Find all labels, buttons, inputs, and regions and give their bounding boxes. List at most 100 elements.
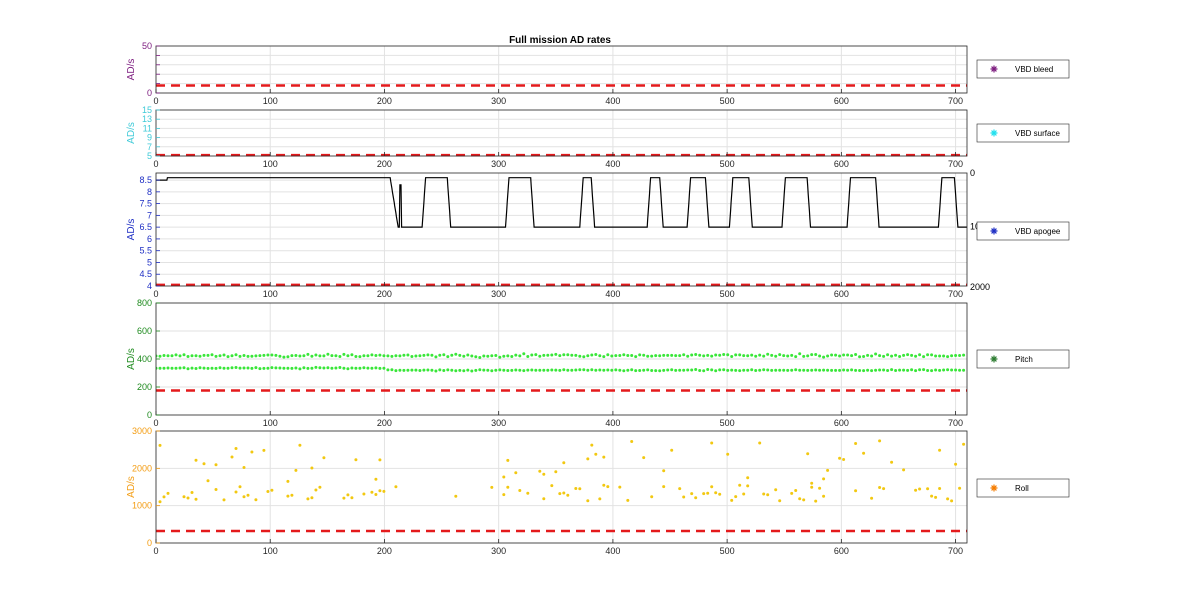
y-tick-label: 4.5 xyxy=(139,269,152,279)
roll-point xyxy=(194,458,198,462)
pitch-point xyxy=(270,366,274,370)
pitch-point xyxy=(662,353,666,357)
roll-point xyxy=(490,485,494,489)
pitch-point xyxy=(386,368,390,372)
roll-point xyxy=(950,499,954,503)
pitch-point xyxy=(898,355,902,358)
roll-point xyxy=(774,488,778,492)
pitch-point xyxy=(250,354,254,358)
pitch-point xyxy=(602,355,606,359)
pitch-point xyxy=(838,354,842,358)
pitch-point xyxy=(878,354,882,358)
roll-point xyxy=(798,497,802,501)
pitch-point xyxy=(310,354,314,358)
x-tick-label: 400 xyxy=(605,289,620,299)
roll-point xyxy=(214,463,218,467)
roll-point xyxy=(766,493,770,497)
pitch-point xyxy=(574,353,578,357)
pitch-point xyxy=(330,366,334,370)
pitch-point xyxy=(870,354,874,358)
pitch-point xyxy=(334,354,338,358)
pitch-point xyxy=(822,368,826,372)
pitch-point xyxy=(330,354,334,358)
pitch-point xyxy=(790,368,794,372)
pitch-point xyxy=(618,368,622,372)
pitch-point xyxy=(406,368,410,372)
pitch-point xyxy=(834,368,838,372)
pitch-point xyxy=(214,354,218,358)
pitch-point xyxy=(494,354,498,357)
pitch-point xyxy=(798,352,802,356)
pitch-point xyxy=(430,368,434,372)
pitch-point xyxy=(730,355,734,358)
pitch-point xyxy=(718,353,722,357)
pitch-y-axis-label: AD/s xyxy=(126,348,137,370)
x-tick-label: 0 xyxy=(153,546,158,556)
pitch-point xyxy=(698,353,702,357)
panel-roll: 0 100 200 300 400 500 600 700 0 1000 2000 3000 AD/s R… xyxy=(126,426,1070,556)
pitch-point xyxy=(942,368,946,372)
pitch-point xyxy=(746,368,750,372)
roll-point xyxy=(862,451,866,455)
roll-point xyxy=(642,456,646,460)
pitch-point xyxy=(726,368,730,372)
roll-point xyxy=(502,493,506,497)
y-tick-label: 2000 xyxy=(132,463,152,473)
pitch-point xyxy=(802,368,806,372)
roll-point xyxy=(158,500,162,504)
legend-label: VBD apogee xyxy=(1015,227,1061,236)
roll-point xyxy=(166,491,170,495)
pitch-point xyxy=(178,354,182,358)
pitch-point xyxy=(666,353,670,357)
pitch-point xyxy=(254,354,258,358)
pitch-point xyxy=(874,352,878,356)
pitch-point xyxy=(438,353,442,357)
pitch-point xyxy=(894,353,898,357)
roll-point xyxy=(878,486,882,489)
roll-point xyxy=(506,485,510,489)
pitch-point xyxy=(734,353,738,357)
pitch-point xyxy=(186,355,190,358)
roll-point xyxy=(254,498,258,502)
pitch-point xyxy=(466,353,470,357)
pitch-point xyxy=(890,354,894,358)
pitch-point xyxy=(166,354,170,358)
roll-point xyxy=(602,483,606,487)
pitch-point xyxy=(418,369,422,372)
pitch-point xyxy=(502,368,506,372)
roll-point xyxy=(502,475,506,479)
pitch-point xyxy=(218,366,222,370)
legend-label: Roll xyxy=(1015,484,1029,493)
pitch-point xyxy=(642,368,646,372)
pitch-point xyxy=(534,368,538,372)
roll-point xyxy=(214,488,218,491)
roll-point xyxy=(822,494,826,498)
pitch-point xyxy=(570,368,574,372)
pitch-point xyxy=(230,354,234,358)
roll-point xyxy=(354,458,358,462)
pitch-point xyxy=(214,366,218,370)
roll-point xyxy=(318,485,322,489)
x-tick-label: 0 xyxy=(153,418,158,428)
roll-point xyxy=(814,499,818,503)
roll-point xyxy=(378,489,382,493)
pitch-point xyxy=(358,355,362,359)
pitch-point xyxy=(778,353,782,357)
roll-point xyxy=(194,497,198,501)
right-axis-tick-label: 0 xyxy=(970,168,975,178)
roll-point xyxy=(378,458,382,462)
roll-point xyxy=(322,456,326,460)
pitch-point xyxy=(638,369,642,372)
pitch-point xyxy=(378,366,382,370)
x-tick-label: 700 xyxy=(948,418,963,428)
y-tick-label: 200 xyxy=(137,382,152,392)
pitch-point xyxy=(178,366,182,370)
pitch-point xyxy=(842,353,846,357)
pitch-point xyxy=(234,366,238,369)
pitch-point xyxy=(318,354,322,358)
roll-point xyxy=(266,490,270,493)
pitch-point xyxy=(422,353,426,357)
pitch-legend: Pitch xyxy=(976,349,1070,369)
pitch-point xyxy=(682,353,686,357)
pitch-point xyxy=(494,368,498,372)
